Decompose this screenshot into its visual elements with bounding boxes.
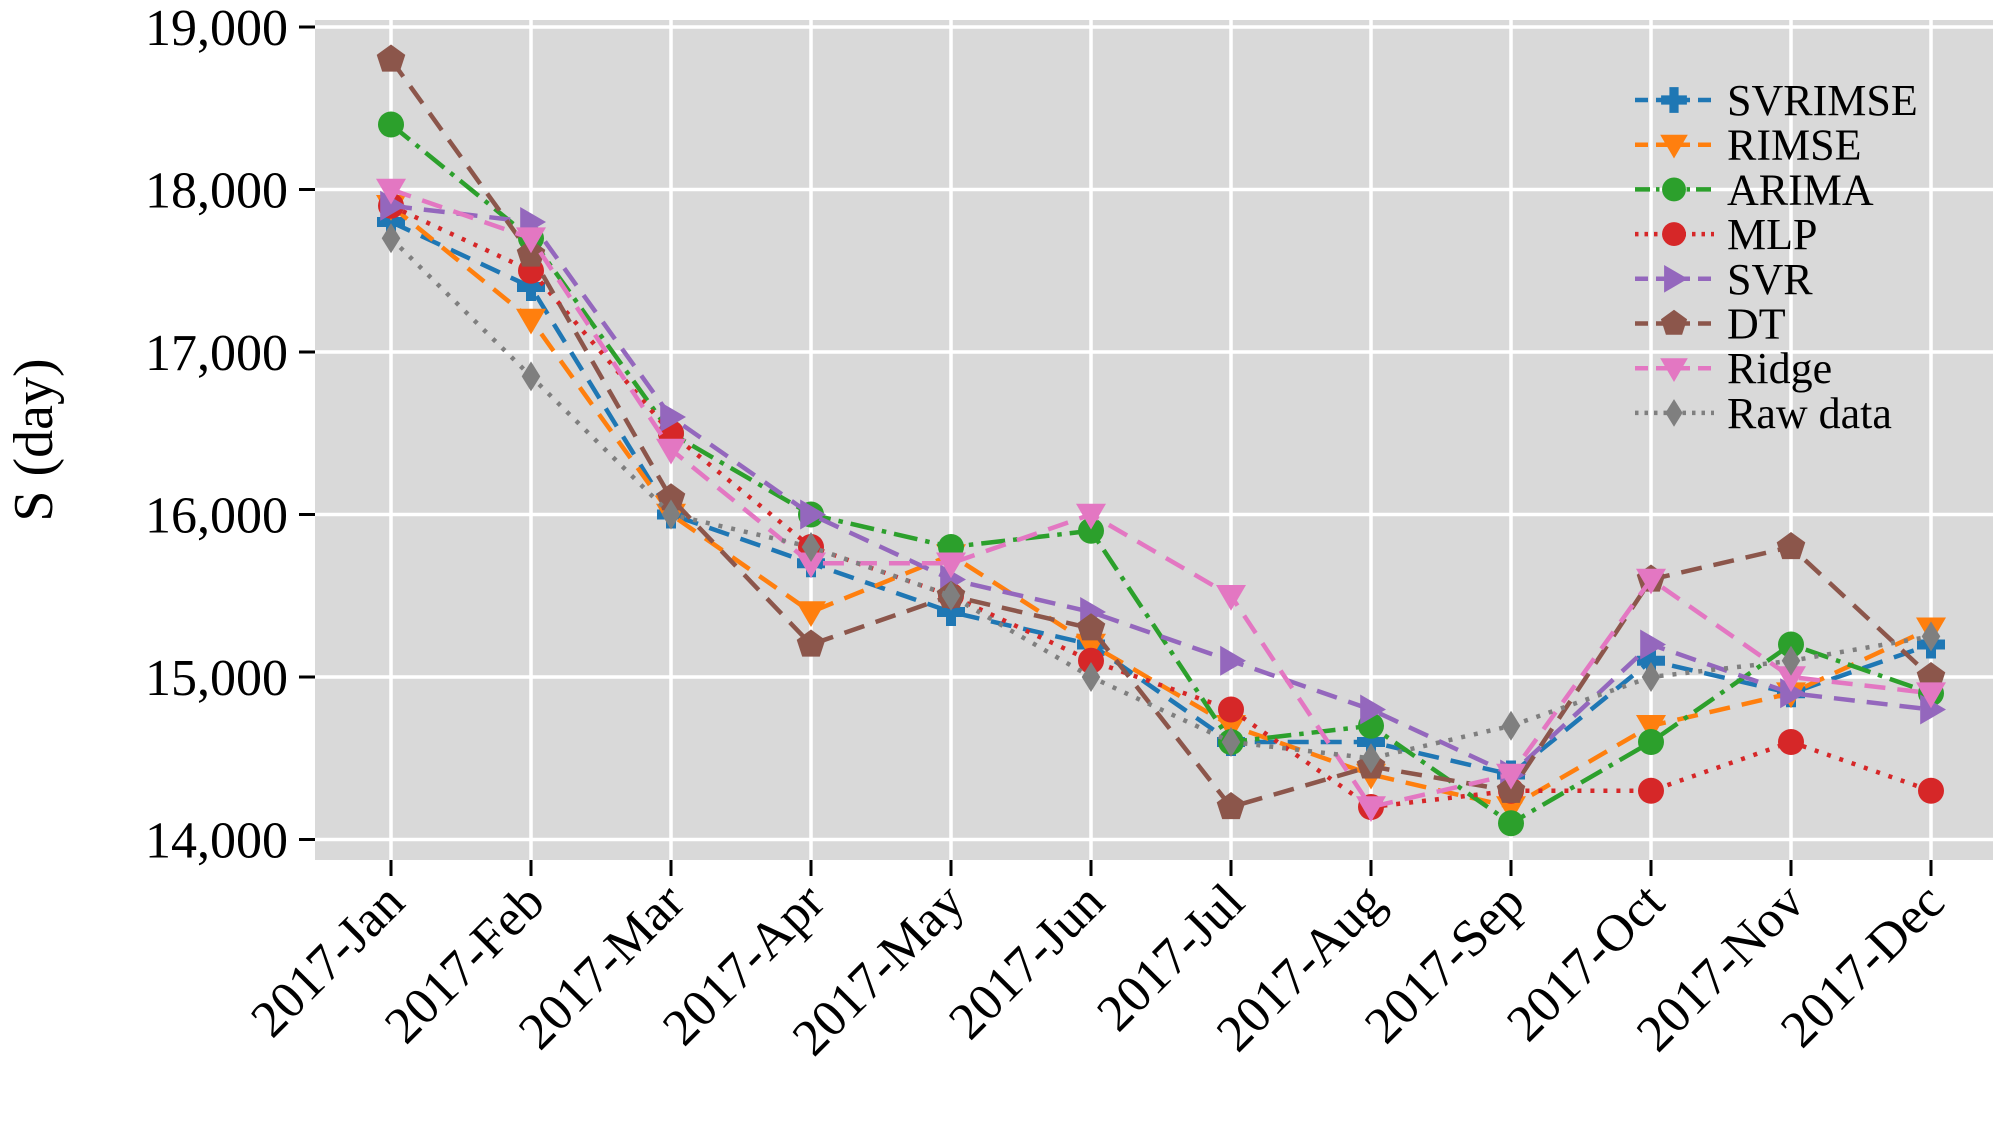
- axis-ticks: [299, 25, 1933, 876]
- legend-item-ridge: Ridge: [1635, 344, 1832, 393]
- legend-label: MLP: [1727, 210, 1817, 259]
- series-raw-data: [381, 223, 1941, 774]
- x-tick-labels: 2017-Jan2017-Feb2017-Mar2017-Apr2017-May…: [240, 873, 1955, 1067]
- legend-label: ARIMA: [1727, 165, 1874, 214]
- legend-label: SVRIMSE: [1727, 76, 1918, 125]
- y-tick-label: 17,000: [145, 325, 288, 382]
- series-dt: [376, 44, 1946, 820]
- data-series: [376, 44, 1946, 837]
- series-ridge: [376, 178, 1946, 822]
- legend-item-arima: ARIMA: [1635, 165, 1874, 214]
- legend-label: Raw data: [1727, 389, 1892, 438]
- gridlines: [315, 20, 1993, 860]
- y-tick-label: 14,000: [145, 813, 288, 870]
- y-tick-labels: 14,000 15,000 16,000 17,000 18,000 19,000: [145, 0, 288, 870]
- y-tick-label: 18,000: [145, 163, 288, 220]
- legend-item-rimse: RIMSE: [1635, 121, 1861, 170]
- y-tick-label: 15,000: [145, 650, 288, 707]
- y-tick-label: 16,000: [145, 488, 288, 545]
- legend-item-svrimse: SVRIMSE: [1635, 76, 1918, 125]
- x-tick-label: 2017-Jun: [938, 873, 1115, 1050]
- y-axis-label: S (day): [3, 358, 65, 521]
- legend-item-svr: SVR: [1635, 255, 1813, 304]
- legend-item-mlp: MLP: [1635, 210, 1817, 259]
- legend-item-raw-data: Raw data: [1635, 389, 1892, 438]
- y-tick-label: 19,000: [145, 0, 288, 57]
- legend-label: RIMSE: [1727, 121, 1861, 170]
- legend-label: SVR: [1727, 255, 1813, 304]
- legend-item-dt: DT: [1635, 300, 1786, 349]
- legend-label: DT: [1727, 300, 1786, 349]
- legend-label: Ridge: [1727, 344, 1832, 393]
